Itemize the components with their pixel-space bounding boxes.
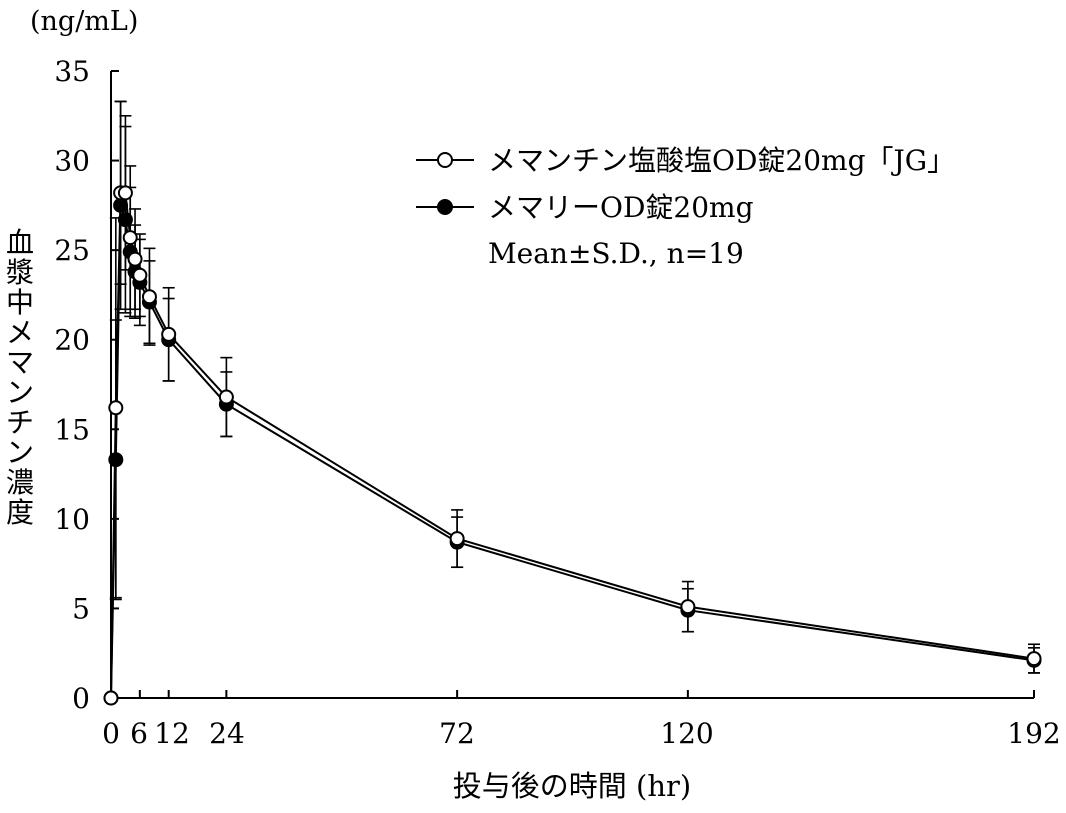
- y-tick-label: 30: [54, 145, 90, 178]
- x-tick-label: 192: [1007, 717, 1060, 750]
- x-tick-label: 0: [102, 717, 120, 750]
- legend-note: Mean±S.D., n=19: [488, 237, 744, 270]
- x-tick-label: 120: [660, 717, 713, 750]
- x-tick-label: 72: [439, 717, 475, 750]
- y-tick-label: 5: [72, 592, 90, 625]
- data-point-filled: [108, 452, 124, 468]
- data-point-open: [1026, 651, 1042, 667]
- y-axis-label-char: 漿: [6, 256, 34, 289]
- data-point-open: [103, 690, 119, 706]
- plot-area: [103, 100, 1042, 706]
- y-axis-label-char: 血: [6, 226, 34, 259]
- y-tick-label: 25: [54, 234, 90, 267]
- y-tick-label: 35: [54, 55, 90, 88]
- y-tick-label: 15: [54, 413, 90, 446]
- y-tick-label: 20: [54, 324, 90, 357]
- y-axis-label-char: チ: [6, 406, 34, 439]
- data-point-open: [218, 389, 234, 405]
- data-point-open: [141, 289, 157, 305]
- y-tick-label: 10: [54, 503, 90, 536]
- data-point-open: [127, 251, 143, 267]
- y-axis-label-char: マ: [6, 346, 34, 379]
- y-axis-label-char: メ: [6, 316, 34, 349]
- x-tick-label: 12: [154, 717, 190, 750]
- y-axis-label-char: 度: [6, 496, 34, 529]
- legend: メマンチン塩酸塩OD錠20mg「JG」 メマリーOD錠20mg Mean±S.D…: [416, 144, 955, 270]
- data-point-filled: [117, 212, 133, 228]
- legend-series-2-label: メマリーOD錠20mg: [488, 191, 754, 224]
- data-point-open: [117, 185, 133, 201]
- legend-marker-filled: [437, 199, 453, 215]
- data-point-open: [122, 230, 138, 246]
- data-point-filled: [113, 197, 129, 213]
- series-line-2: [110, 205, 1035, 699]
- y-axis-label-char: 中: [6, 286, 34, 319]
- y-axis-label-char: ン: [6, 376, 34, 409]
- x-tick-label: 24: [209, 717, 245, 750]
- x-axis-label: 投与後の時間 (hr): [453, 769, 691, 803]
- data-point-open: [449, 531, 465, 547]
- data-point-open: [161, 326, 177, 342]
- legend-marker-open: [437, 152, 453, 168]
- data-point-open: [108, 400, 124, 416]
- y-tick-label: 0: [72, 682, 90, 715]
- y-axis-label-char: ン: [6, 436, 34, 469]
- data-point-open: [132, 267, 148, 283]
- data-point-open: [680, 599, 696, 615]
- legend-series-1-label: メマンチン塩酸塩OD錠20mg「JG」: [488, 144, 955, 177]
- y-unit-label: (ng/mL): [30, 6, 138, 37]
- y-axis-label-char: 濃: [6, 466, 34, 499]
- x-tick-label: 6: [130, 717, 148, 750]
